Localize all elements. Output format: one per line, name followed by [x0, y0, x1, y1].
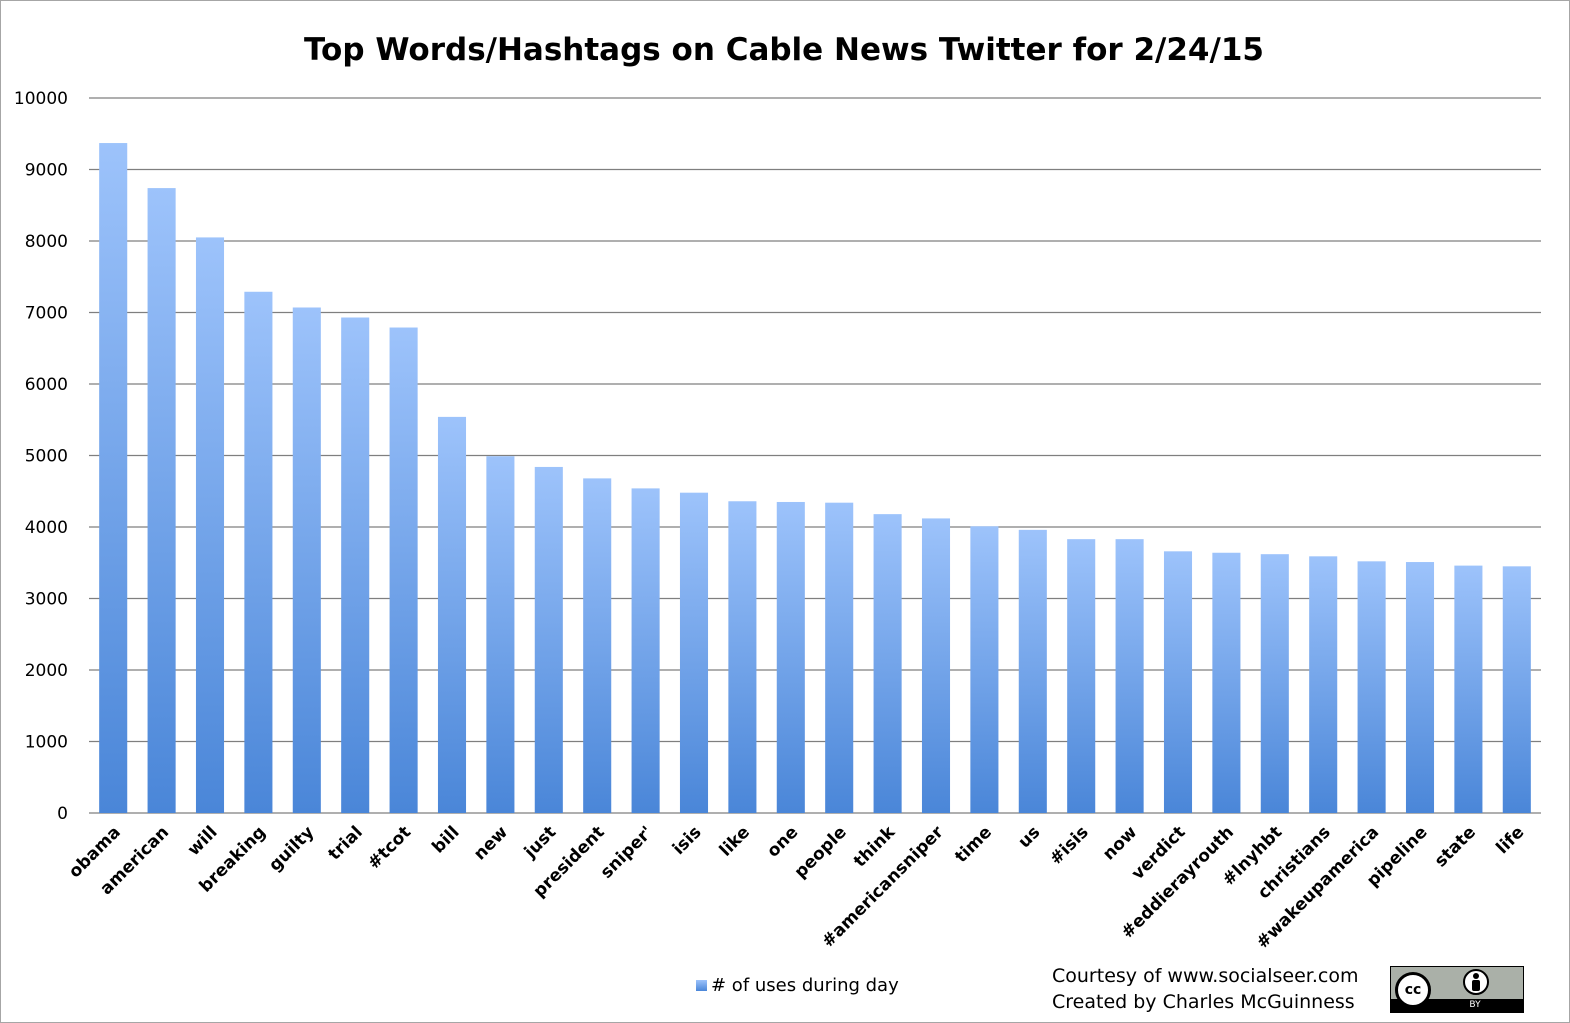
legend-label: # of uses during day [711, 975, 899, 996]
bar-tcot [389, 327, 418, 813]
y-tick-label: 5000 [25, 447, 68, 467]
x-category-label: #isis [1046, 822, 1093, 869]
y-tick-label: 10000 [14, 89, 68, 109]
x-category-label: trial [325, 822, 367, 864]
bar-think [873, 514, 902, 813]
legend: # of uses during day [696, 975, 899, 996]
cc-logo-icon: cc [1395, 972, 1431, 1008]
y-tick-label: 7000 [25, 304, 68, 324]
chart-title: Top Words/Hashtags on Cable News Twitter… [304, 32, 1264, 68]
x-category-label: guilty [265, 822, 318, 875]
bar-us [1018, 529, 1047, 813]
credits: Courtesy of www.socialseer.com Created b… [1052, 963, 1358, 1015]
bar-pipeline [1405, 562, 1435, 813]
bar-verdict [1163, 551, 1193, 813]
x-category-label: bill [428, 822, 463, 857]
x-category-label: like [716, 822, 754, 860]
y-tick-label: 8000 [25, 232, 68, 252]
y-tick-label: 4000 [25, 518, 68, 538]
bar-now [1115, 539, 1144, 813]
bar-american [147, 188, 176, 814]
x-category-label: #tcot [364, 822, 415, 873]
bar-americansniper [921, 518, 951, 813]
bar-one [776, 501, 805, 813]
x-category-label: one [763, 822, 802, 861]
bar-like [728, 501, 757, 813]
x-category-label: just [520, 822, 560, 862]
bar-new [486, 456, 515, 813]
y-tick-label: 0 [57, 804, 68, 824]
bar-isis [1067, 539, 1096, 813]
x-category-label: life [1493, 822, 1529, 858]
cc-by-label: BY [1469, 1000, 1481, 1010]
y-axis-ticks: 0 1000 2000 3000 4000 5000 6000 7000 8000 9000 100… [14, 89, 68, 824]
bar-guilty [292, 307, 321, 813]
bar-eddierayrouth [1212, 552, 1241, 813]
bar-state [1454, 565, 1483, 813]
bar-isis [679, 492, 709, 813]
x-category-label: sniper' [597, 822, 657, 882]
y-tick-label: 2000 [25, 661, 68, 681]
x-category-label: will [184, 822, 222, 860]
y-tick-label: 9000 [25, 161, 68, 181]
bar-time [970, 526, 999, 813]
bar-life [1502, 566, 1531, 813]
cc-by-icon: cc BY [1390, 966, 1524, 1013]
bar-obama [99, 143, 128, 814]
bar-wakeupamerica [1357, 561, 1386, 813]
x-category-label: isis [669, 822, 706, 859]
bar-trial [341, 317, 370, 813]
y-tick-label: 3000 [25, 590, 68, 610]
x-category-label: people [791, 822, 851, 882]
bar-christians [1309, 556, 1338, 813]
bar-president [583, 478, 612, 813]
bar-people [825, 502, 854, 813]
bar-bill [437, 416, 467, 813]
bar-breaking [244, 291, 273, 813]
x-category-label: us [1014, 822, 1044, 852]
bar-just [534, 466, 563, 813]
legend-swatch [696, 980, 707, 991]
x-category-label: new [470, 822, 512, 864]
bars [99, 143, 1531, 814]
y-tick-label: 6000 [25, 375, 68, 395]
credit-line-1: Courtesy of www.socialseer.com [1052, 965, 1359, 987]
x-category-label: now [1099, 822, 1141, 864]
gridlines [89, 97, 1541, 814]
x-category-label: state [1431, 822, 1480, 871]
credit-line-2: Created by Charles McGuinness [1052, 991, 1355, 1013]
y-tick-label: 1000 [25, 733, 68, 753]
x-category-label: time [951, 822, 996, 867]
attribution-person-icon [1463, 969, 1489, 995]
bar-sniper [631, 488, 660, 813]
bar-will [195, 237, 225, 814]
bar-lnyhbt [1260, 554, 1289, 813]
